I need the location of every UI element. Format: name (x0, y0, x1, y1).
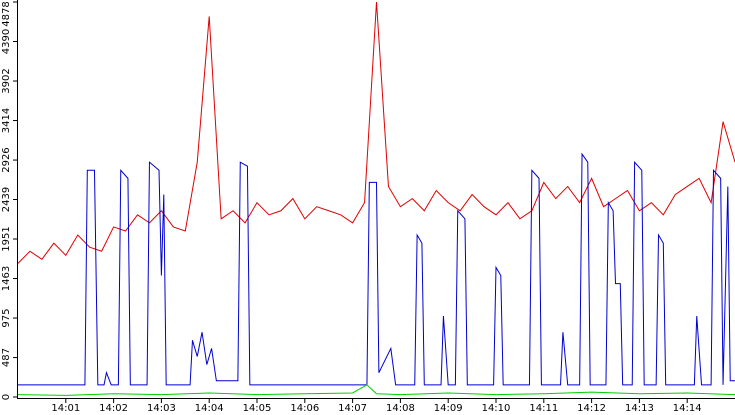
y-tick-label: 4390 (1, 29, 12, 54)
y-tick-label: 3414 (1, 108, 12, 133)
series-line (17, 384, 735, 396)
x-tick-label: 14:06 (290, 403, 319, 414)
y-tick-label: 975 (1, 309, 12, 328)
y-tick-label: 3902 (1, 68, 12, 93)
y-tick-label: 2926 (1, 147, 12, 172)
y-tick-label: 1463 (1, 266, 12, 291)
x-tick-label: 14:11 (529, 403, 558, 414)
x-tick-label: 14:14 (673, 403, 702, 414)
series-line (18, 152, 735, 386)
y-tick-label: 2439 (1, 187, 12, 212)
x-tick-label: 14:08 (386, 403, 415, 414)
x-tick-label: 14:01 (51, 403, 80, 414)
y-tick-label: 1951 (1, 226, 12, 251)
x-tick-label: 14:13 (625, 403, 654, 414)
y-tick-label: 487 (1, 348, 12, 367)
y-tick-label: 4878 (1, 1, 12, 26)
x-tick-label: 14:09 (434, 403, 463, 414)
x-tick-label: 14:04 (195, 403, 224, 414)
x-tick-label: 14:10 (482, 403, 511, 414)
y-tick-label: 0 (1, 394, 12, 400)
x-tick-label: 14:07 (338, 403, 367, 414)
x-tick-label: 14:12 (577, 403, 606, 414)
x-tick-label: 14:02 (99, 403, 128, 414)
series-line (17, 1, 735, 264)
x-tick-label: 14:03 (147, 403, 176, 414)
x-tick-label: 14:05 (243, 403, 272, 414)
